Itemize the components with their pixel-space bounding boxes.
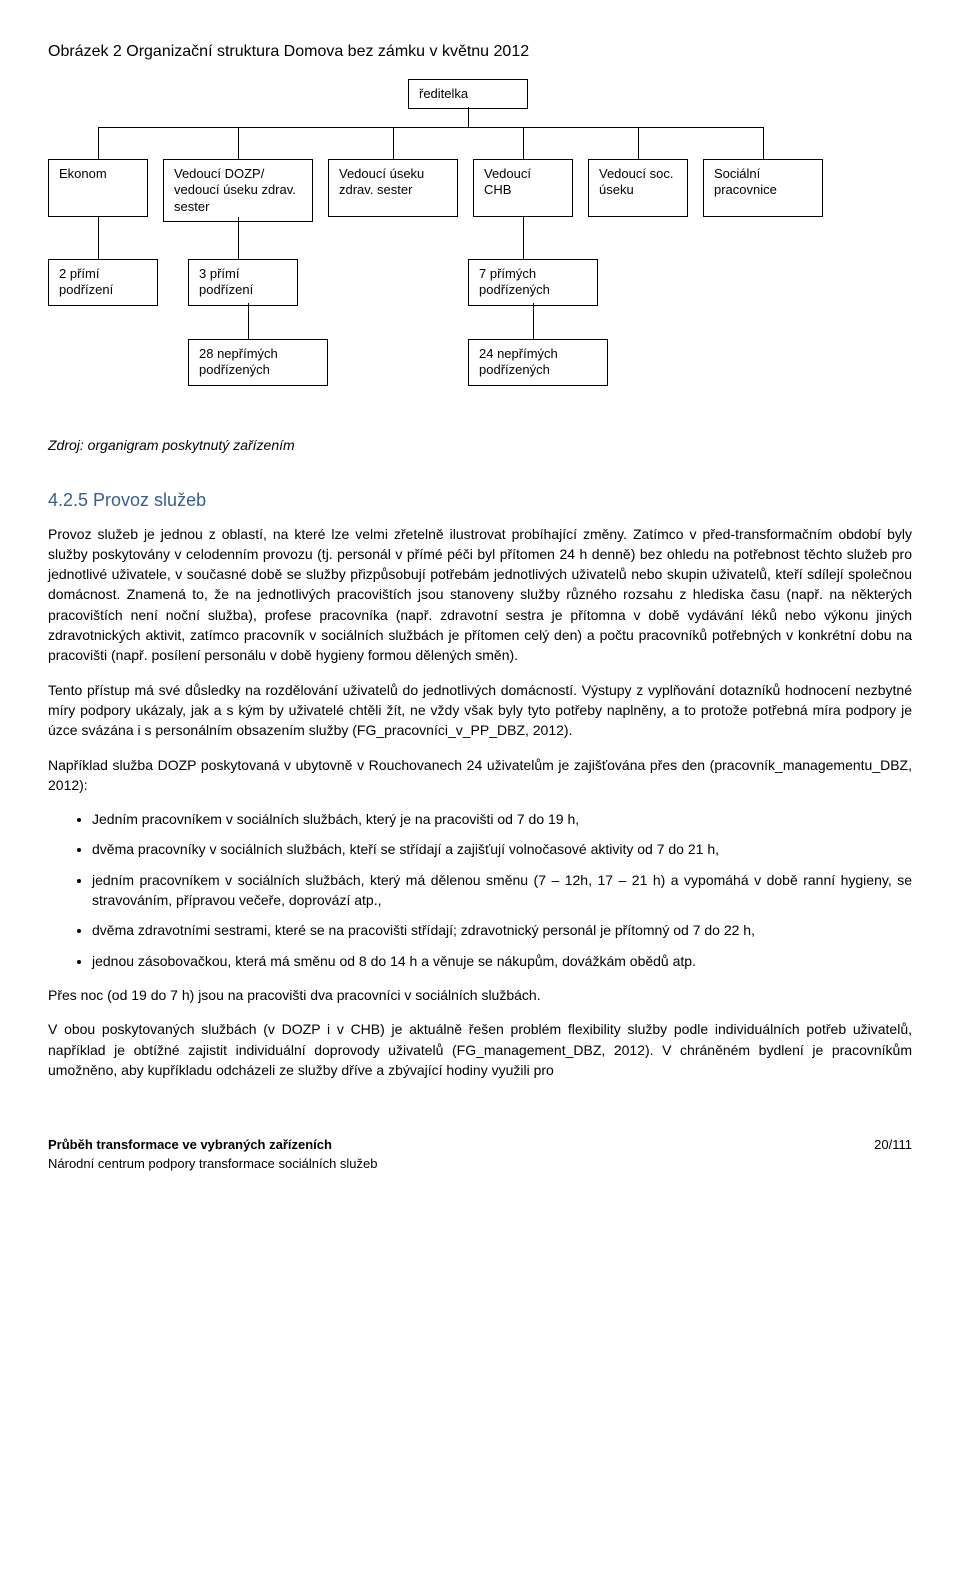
footer-title: Průběh transformace ve vybraných zařízen… — [48, 1136, 912, 1155]
org-node: Ekonom — [48, 159, 148, 217]
org-connector — [763, 127, 764, 159]
org-connector — [98, 127, 763, 128]
org-node: Sociální pracovnice — [703, 159, 823, 217]
paragraph: Přes noc (od 19 do 7 h) jsou na pracoviš… — [48, 985, 912, 1005]
org-connector — [468, 107, 469, 127]
org-node: 7 přímých podřízených — [468, 259, 598, 306]
list-item: dvěma pracovníky v sociálních službách, … — [92, 839, 912, 859]
org-node: Vedoucí DOZP/ vedoucí úseku zdrav. seste… — [163, 159, 313, 222]
section-heading: 4.2.5 Provoz služeb — [48, 487, 912, 513]
page-footer: Průběh transformace ve vybraných zařízen… — [48, 1136, 912, 1174]
list-item: Jedním pracovníkem v sociálních službách… — [92, 809, 912, 829]
figure-source: Zdroj: organigram poskytnutý zařízením — [48, 435, 912, 455]
list-item: jedním pracovníkem v sociálních službách… — [92, 870, 912, 911]
org-node: Vedoucí CHB — [473, 159, 573, 217]
list-item: dvěma zdravotními sestrami, které se na … — [92, 920, 912, 940]
org-connector — [523, 127, 524, 159]
org-connector — [98, 127, 99, 159]
org-connector — [238, 127, 239, 159]
org-node: 28 nepřímých podřízených — [188, 339, 328, 386]
org-connector — [248, 303, 249, 339]
org-node: 2 přímí podřízení — [48, 259, 158, 306]
bullet-list: Jedním pracovníkem v sociálních službách… — [48, 809, 912, 971]
org-node: Vedoucí soc. úseku — [588, 159, 688, 217]
org-chart: ředitelka Ekonom Vedoucí DOZP/ vedoucí úse… — [48, 79, 912, 419]
footer-subtitle: Národní centrum podpory transformace soc… — [48, 1155, 912, 1174]
paragraph: Například služba DOZP poskytovaná v ubyt… — [48, 755, 912, 796]
paragraph: Tento přístup má své důsledky na rozdělo… — [48, 680, 912, 741]
org-node: ředitelka — [408, 79, 528, 109]
org-connector — [98, 217, 99, 259]
org-connector — [393, 127, 394, 159]
figure-title: Obrázek 2 Organizační struktura Domova b… — [48, 40, 912, 63]
org-connector — [523, 217, 524, 259]
paragraph: V obou poskytovaných službách (v DOZP i … — [48, 1019, 912, 1080]
org-connector — [533, 303, 534, 339]
org-connector — [238, 217, 239, 259]
org-node: 24 nepřímých podřízených — [468, 339, 608, 386]
org-node: 3 přímí podřízení — [188, 259, 298, 306]
org-node: Vedoucí úseku zdrav. sester — [328, 159, 458, 217]
page-number: 20/111 — [874, 1136, 912, 1155]
paragraph: Provoz služeb je jednou z oblastí, na kt… — [48, 524, 912, 666]
list-item: jednou zásobovačkou, která má směnu od 8… — [92, 951, 912, 971]
org-connector — [638, 127, 639, 159]
